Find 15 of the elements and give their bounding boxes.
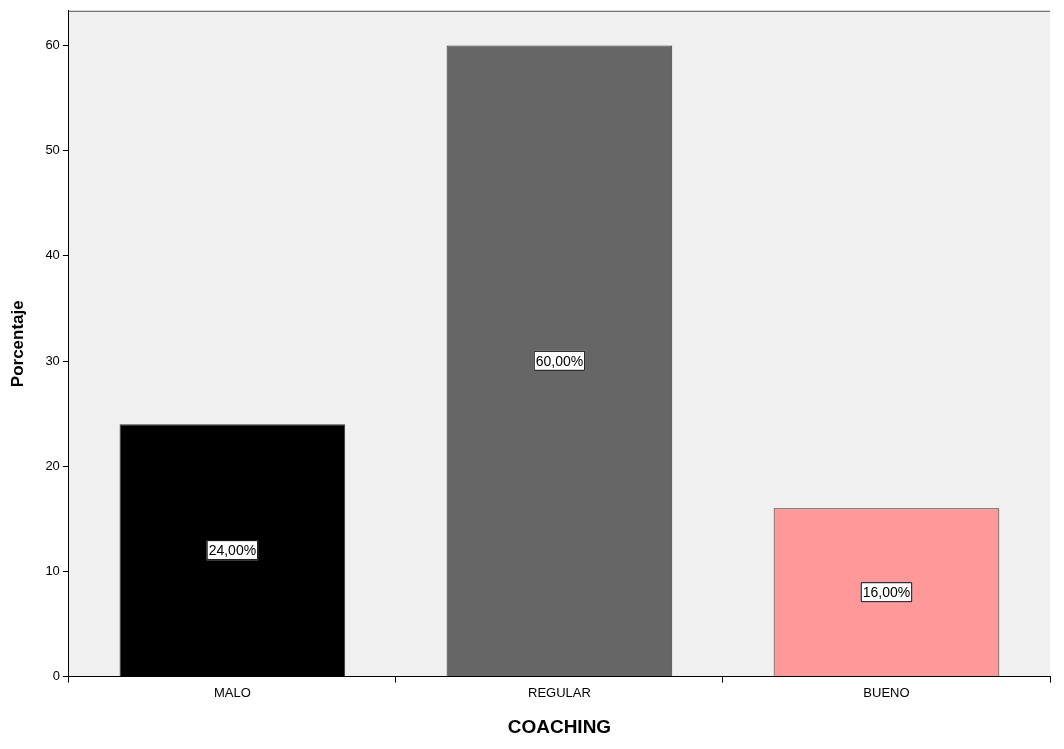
x-tick-label: MALO	[213, 684, 251, 700]
x-axis-title: COACHING	[507, 715, 612, 737]
x-tick-label: REGULAR	[528, 684, 591, 700]
y-tick-label: 40	[45, 247, 60, 263]
x-tick-label: BUENO	[863, 684, 910, 700]
y-tick-label: 60	[45, 37, 60, 53]
y-tick-label: 30	[45, 352, 60, 368]
y-axis-title: Porcentaje	[7, 300, 27, 388]
y-tick-label: 50	[45, 142, 60, 158]
data-label: 16,00%	[862, 584, 911, 601]
data-label: 24,00%	[208, 541, 257, 558]
y-tick-label: 10	[45, 563, 60, 578]
y-tick-label: 20	[45, 457, 60, 473]
y-tick-label: 0	[52, 668, 60, 684]
data-label: 60,00%	[535, 352, 584, 369]
